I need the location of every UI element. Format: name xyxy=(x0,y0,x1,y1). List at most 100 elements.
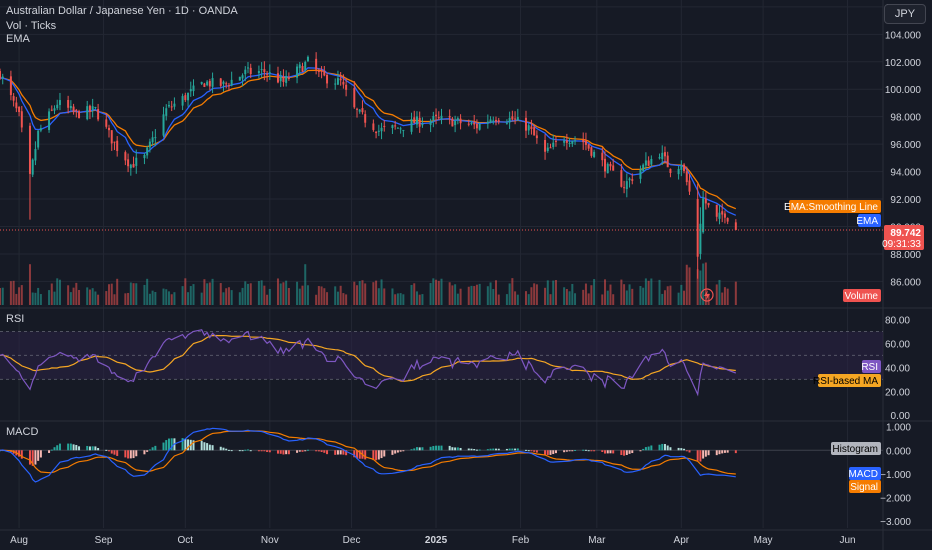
volume-bar xyxy=(396,293,399,305)
price-axis-tick: 86.000 xyxy=(890,277,921,288)
macd-hist-bar xyxy=(110,450,113,454)
candle-body xyxy=(219,78,222,86)
volume-bar xyxy=(459,288,462,305)
candle-body xyxy=(639,169,642,179)
macd-axis-tick: −3.000 xyxy=(880,517,911,528)
macd-hist-bar xyxy=(497,448,500,451)
candle-body xyxy=(211,78,214,87)
macd-hist-bar xyxy=(587,450,590,452)
macd-hist-bar xyxy=(704,450,707,457)
macd-hist-bar xyxy=(574,449,577,451)
volume-bar xyxy=(364,283,367,305)
candle-body xyxy=(702,198,705,233)
candle-body xyxy=(593,151,596,157)
candle-body xyxy=(108,127,111,131)
volume-bar xyxy=(666,286,669,305)
macd-hist-bar xyxy=(53,447,56,451)
macd-axis-tick: 1.000 xyxy=(886,423,911,434)
candle-body xyxy=(353,88,356,108)
volume-bar xyxy=(440,278,443,305)
signal-tag-bg xyxy=(849,480,881,493)
price-axis-tick: 88.000 xyxy=(890,250,921,261)
histogram-tag: Histogram xyxy=(832,444,878,455)
time-axis-label: Feb xyxy=(512,535,530,546)
candle-body xyxy=(75,109,78,111)
macd-hist-bar xyxy=(721,450,724,454)
ema-tag-bg xyxy=(858,214,881,227)
macd-hist-bar xyxy=(505,448,508,451)
volume-bar xyxy=(345,294,348,305)
macd-hist-bar xyxy=(116,450,119,456)
candle-body xyxy=(249,67,252,75)
macd-hist-bar xyxy=(230,450,233,452)
macd-hist-bar xyxy=(301,450,304,452)
macd-hist-bar xyxy=(473,449,476,451)
macd-hist-bar xyxy=(181,438,184,451)
candle-body xyxy=(315,58,318,70)
candle-body xyxy=(623,187,626,189)
volume-bar xyxy=(208,282,211,305)
volume-bar xyxy=(631,288,634,305)
candle-body xyxy=(88,105,91,112)
macd-tag: MACD xyxy=(849,469,878,480)
macd-hist-bar xyxy=(546,450,549,455)
macd-hist-bar xyxy=(377,450,380,460)
macd-hist-bar xyxy=(658,444,661,451)
ema-legend[interactable]: EMA xyxy=(6,33,30,45)
candle-body xyxy=(113,141,116,143)
macd-hist-bar xyxy=(165,440,168,451)
candle-body xyxy=(563,140,566,143)
macd-hist-bar xyxy=(187,439,190,451)
candle-body xyxy=(345,84,348,90)
volume-bar xyxy=(593,279,596,305)
candle-body xyxy=(304,61,307,71)
volume-bar xyxy=(279,283,282,305)
symbol-title[interactable]: Australian Dollar / Japanese Yen · 1D · … xyxy=(6,5,238,17)
candle-body xyxy=(661,152,664,160)
candle-body xyxy=(187,92,190,101)
candle-body xyxy=(356,108,359,110)
volume-bar xyxy=(358,281,361,305)
macd-hist-bar xyxy=(67,443,70,451)
volume-bar xyxy=(238,292,241,305)
candle-body xyxy=(0,71,1,79)
macd-hist-bar xyxy=(282,450,285,455)
macd-hist-bar xyxy=(647,446,650,451)
volume-bar xyxy=(154,291,157,305)
volume-bar xyxy=(317,286,320,305)
ema-smoothing-tag: EMA:Smoothing Line xyxy=(784,202,878,213)
candle-body xyxy=(200,81,203,84)
candle-body xyxy=(377,130,380,132)
volume-bar xyxy=(375,280,378,305)
volume-bar xyxy=(628,284,631,305)
candle-body xyxy=(124,152,127,161)
macd-hist-bar xyxy=(723,450,726,453)
macd-hist-bar xyxy=(247,449,250,451)
volume-bar xyxy=(563,287,566,305)
candle-body xyxy=(413,117,416,124)
candle-body xyxy=(451,118,454,127)
candle-body xyxy=(644,160,647,166)
candle-body xyxy=(435,114,438,117)
macd-hist-bar xyxy=(568,450,571,452)
volume-bar xyxy=(225,288,228,305)
price-axis-tick: 98.000 xyxy=(890,113,921,124)
macd-hist-bar xyxy=(642,448,645,451)
currency-button[interactable]: JPY xyxy=(884,4,926,24)
macd-hist-bar xyxy=(304,450,307,452)
macd-hist-bar xyxy=(39,450,42,458)
volume-bar xyxy=(339,285,342,305)
candle-body xyxy=(524,117,527,131)
volume-bar xyxy=(688,267,691,305)
candle-body xyxy=(279,76,282,82)
volume-bar xyxy=(467,286,470,305)
volume-legend[interactable]: Vol · Ticks xyxy=(6,20,57,32)
volume-bar xyxy=(167,291,170,305)
macd-hist-bar xyxy=(323,450,326,453)
candle-body xyxy=(721,211,724,215)
macd-hist-bar xyxy=(552,450,555,455)
macd-hist-bar xyxy=(492,448,495,451)
macd-hist-bar xyxy=(364,450,367,460)
volume-bar xyxy=(146,278,149,305)
